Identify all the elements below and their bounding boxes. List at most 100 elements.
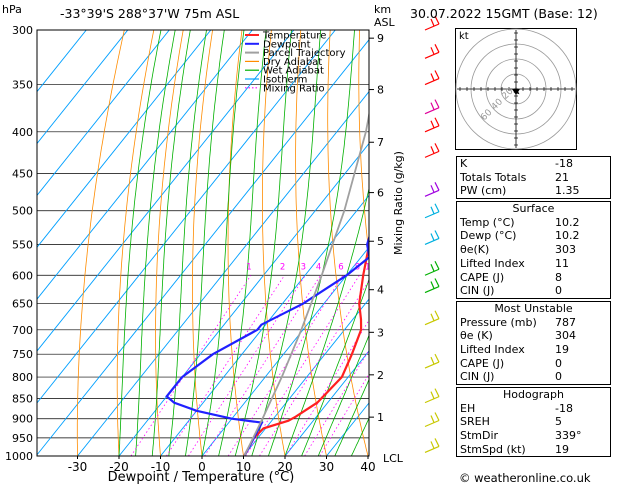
km-tick-label: 6 (377, 187, 384, 200)
legend-label: Dewpoint (263, 39, 311, 50)
isotherm-line (37, 30, 87, 93)
pressure-tick-label: 950 (12, 432, 33, 445)
mixing-ratio-line (259, 279, 369, 456)
dry-adiabat-line (155, 30, 184, 456)
indices-panel: K -18 Totals Totals 21 PW (cm) 1.35 Surface… (456, 156, 611, 459)
legend-label: Mixing Ratio (263, 83, 325, 94)
mixing-ratio-tick-label: 2 (280, 262, 285, 272)
sounding-datetime: 30.07.2022 15GMT (Base: 12) (410, 6, 598, 21)
wind-barb (424, 278, 440, 294)
mixing-ratio-tick-label: 3 (301, 262, 306, 272)
dry-adiabat-line (76, 30, 125, 456)
x-tick-label: 0 (198, 460, 206, 474)
x-tick-label: -20 (109, 460, 129, 474)
mixing-ratio-tick-label: 20 (407, 262, 418, 272)
mixing-ratio-tick-label: 10 (365, 262, 376, 272)
plot-frame (36, 29, 370, 457)
pressure-tick-label: 800 (12, 371, 33, 384)
wet-adiabat-line (268, 30, 355, 456)
dry-adiabat-line (327, 30, 369, 456)
km-tick-label: 4 (377, 284, 384, 297)
pressure-tick-label: 600 (12, 269, 33, 282)
wet-adiabat-line (218, 30, 267, 456)
wind-barb (424, 388, 440, 404)
pressure-tick-label: 700 (12, 324, 33, 337)
wet-adiabat-line (168, 30, 207, 456)
wind-barb (424, 15, 440, 31)
isotherm-line (37, 30, 212, 248)
pressure-tick-label: 850 (12, 392, 33, 405)
pressure-tick-label: 350 (12, 79, 33, 92)
mixing-ratio-tick-label: 6 (338, 262, 343, 272)
mixing-ratio-line (319, 373, 369, 456)
surface-row: Lifted Index 11 (460, 256, 569, 270)
isotherm-line (284, 350, 369, 456)
mixing-ratio-tick-label: 4 (316, 262, 321, 272)
wet-adiabat-line (151, 30, 191, 456)
x-tick-label: -30 (68, 460, 88, 474)
mu-row: Pressure (mb) 787 (460, 315, 576, 329)
isotherm-line (37, 30, 336, 404)
dry-adiabat-line (116, 30, 155, 456)
most-unstable-box: Most Unstable Pressure (mb) 787 θe (K) 304… (456, 300, 611, 385)
mu-row: θe (K) 304 (460, 329, 576, 343)
wind-barb (424, 117, 440, 133)
x-tick-label: -10 (151, 460, 171, 474)
pressure-tick-label: 1000 (5, 450, 33, 463)
x-tick-label: 30 (319, 460, 334, 474)
copyright: © weatheronline.co.uk (459, 471, 591, 485)
temperature-line (243, 240, 369, 456)
wet-adiabat-line (317, 334, 369, 456)
legend-label: Isotherm (263, 75, 307, 86)
hodograph-ring (455, 28, 577, 150)
km-tick-label: 3 (377, 326, 384, 339)
surface-row: Temp (°C) 10.2 (460, 215, 580, 229)
mixing-ratio-axis-label: Mixing Ratio (g/kg) (392, 151, 405, 255)
asl-label: ASL (374, 16, 395, 29)
wind-barb (424, 310, 440, 326)
km-tick-label: 8 (377, 84, 384, 97)
mixing-ratio-line (204, 275, 321, 456)
wind-barb (424, 99, 440, 115)
mixing-ratio-line (166, 275, 285, 456)
hodograph-unit-label: kt (459, 31, 469, 42)
km-tick-label: 2 (377, 369, 384, 382)
x-tick-label: 20 (277, 460, 292, 474)
wet-adiabat-line (334, 378, 369, 456)
mu-row: CAPE (J) 0 (460, 356, 562, 370)
hodo-row: StmSpd (kt) 19 (460, 442, 569, 456)
wet-adiabat-line (301, 278, 369, 456)
x-tick-label: 10 (236, 460, 251, 474)
surface-row: Dewp (°C) 10.2 (460, 229, 580, 243)
isotherm-line (37, 39, 369, 456)
mixing-ratio-line (130, 275, 252, 456)
surface-title: Surface (512, 202, 555, 216)
pressure-tick-label: 550 (12, 238, 33, 251)
mixing-ratio-tick-label: 25 (422, 262, 433, 272)
lcl-label: LCL (383, 452, 403, 465)
km-tick-label: 9 (377, 32, 384, 45)
surface-row: CIN (J) 0 (460, 284, 562, 298)
hodo-row: SREH 5 (460, 415, 562, 429)
legend-label: Dry Adiabat (263, 57, 322, 68)
legend-label: Temperature (262, 31, 326, 42)
pressure-tick-label: 650 (12, 298, 33, 311)
hpa-label: hPa (2, 3, 22, 16)
km-label: km (374, 3, 392, 16)
km-tick-label: 5 (377, 235, 384, 248)
dry-adiabat-line (624, 30, 629, 456)
dry-adiabat-line (227, 30, 244, 456)
wind-barb (424, 44, 440, 59)
mixing-ratio-line (227, 275, 344, 456)
stability-indices-box: K -18 Totals Totals 21 PW (cm) 1.35 (456, 156, 611, 200)
hodo-row: EH -18 (460, 401, 573, 415)
isotherm-line (37, 30, 253, 300)
pressure-tick-label: 500 (12, 205, 33, 218)
mixing-ratio-line (304, 349, 369, 456)
mu-row: Lifted Index 19 (460, 342, 569, 356)
wind-barb (424, 203, 440, 219)
dry-adiabat-line (358, 30, 369, 257)
pressure-tick-label: 750 (12, 348, 33, 361)
